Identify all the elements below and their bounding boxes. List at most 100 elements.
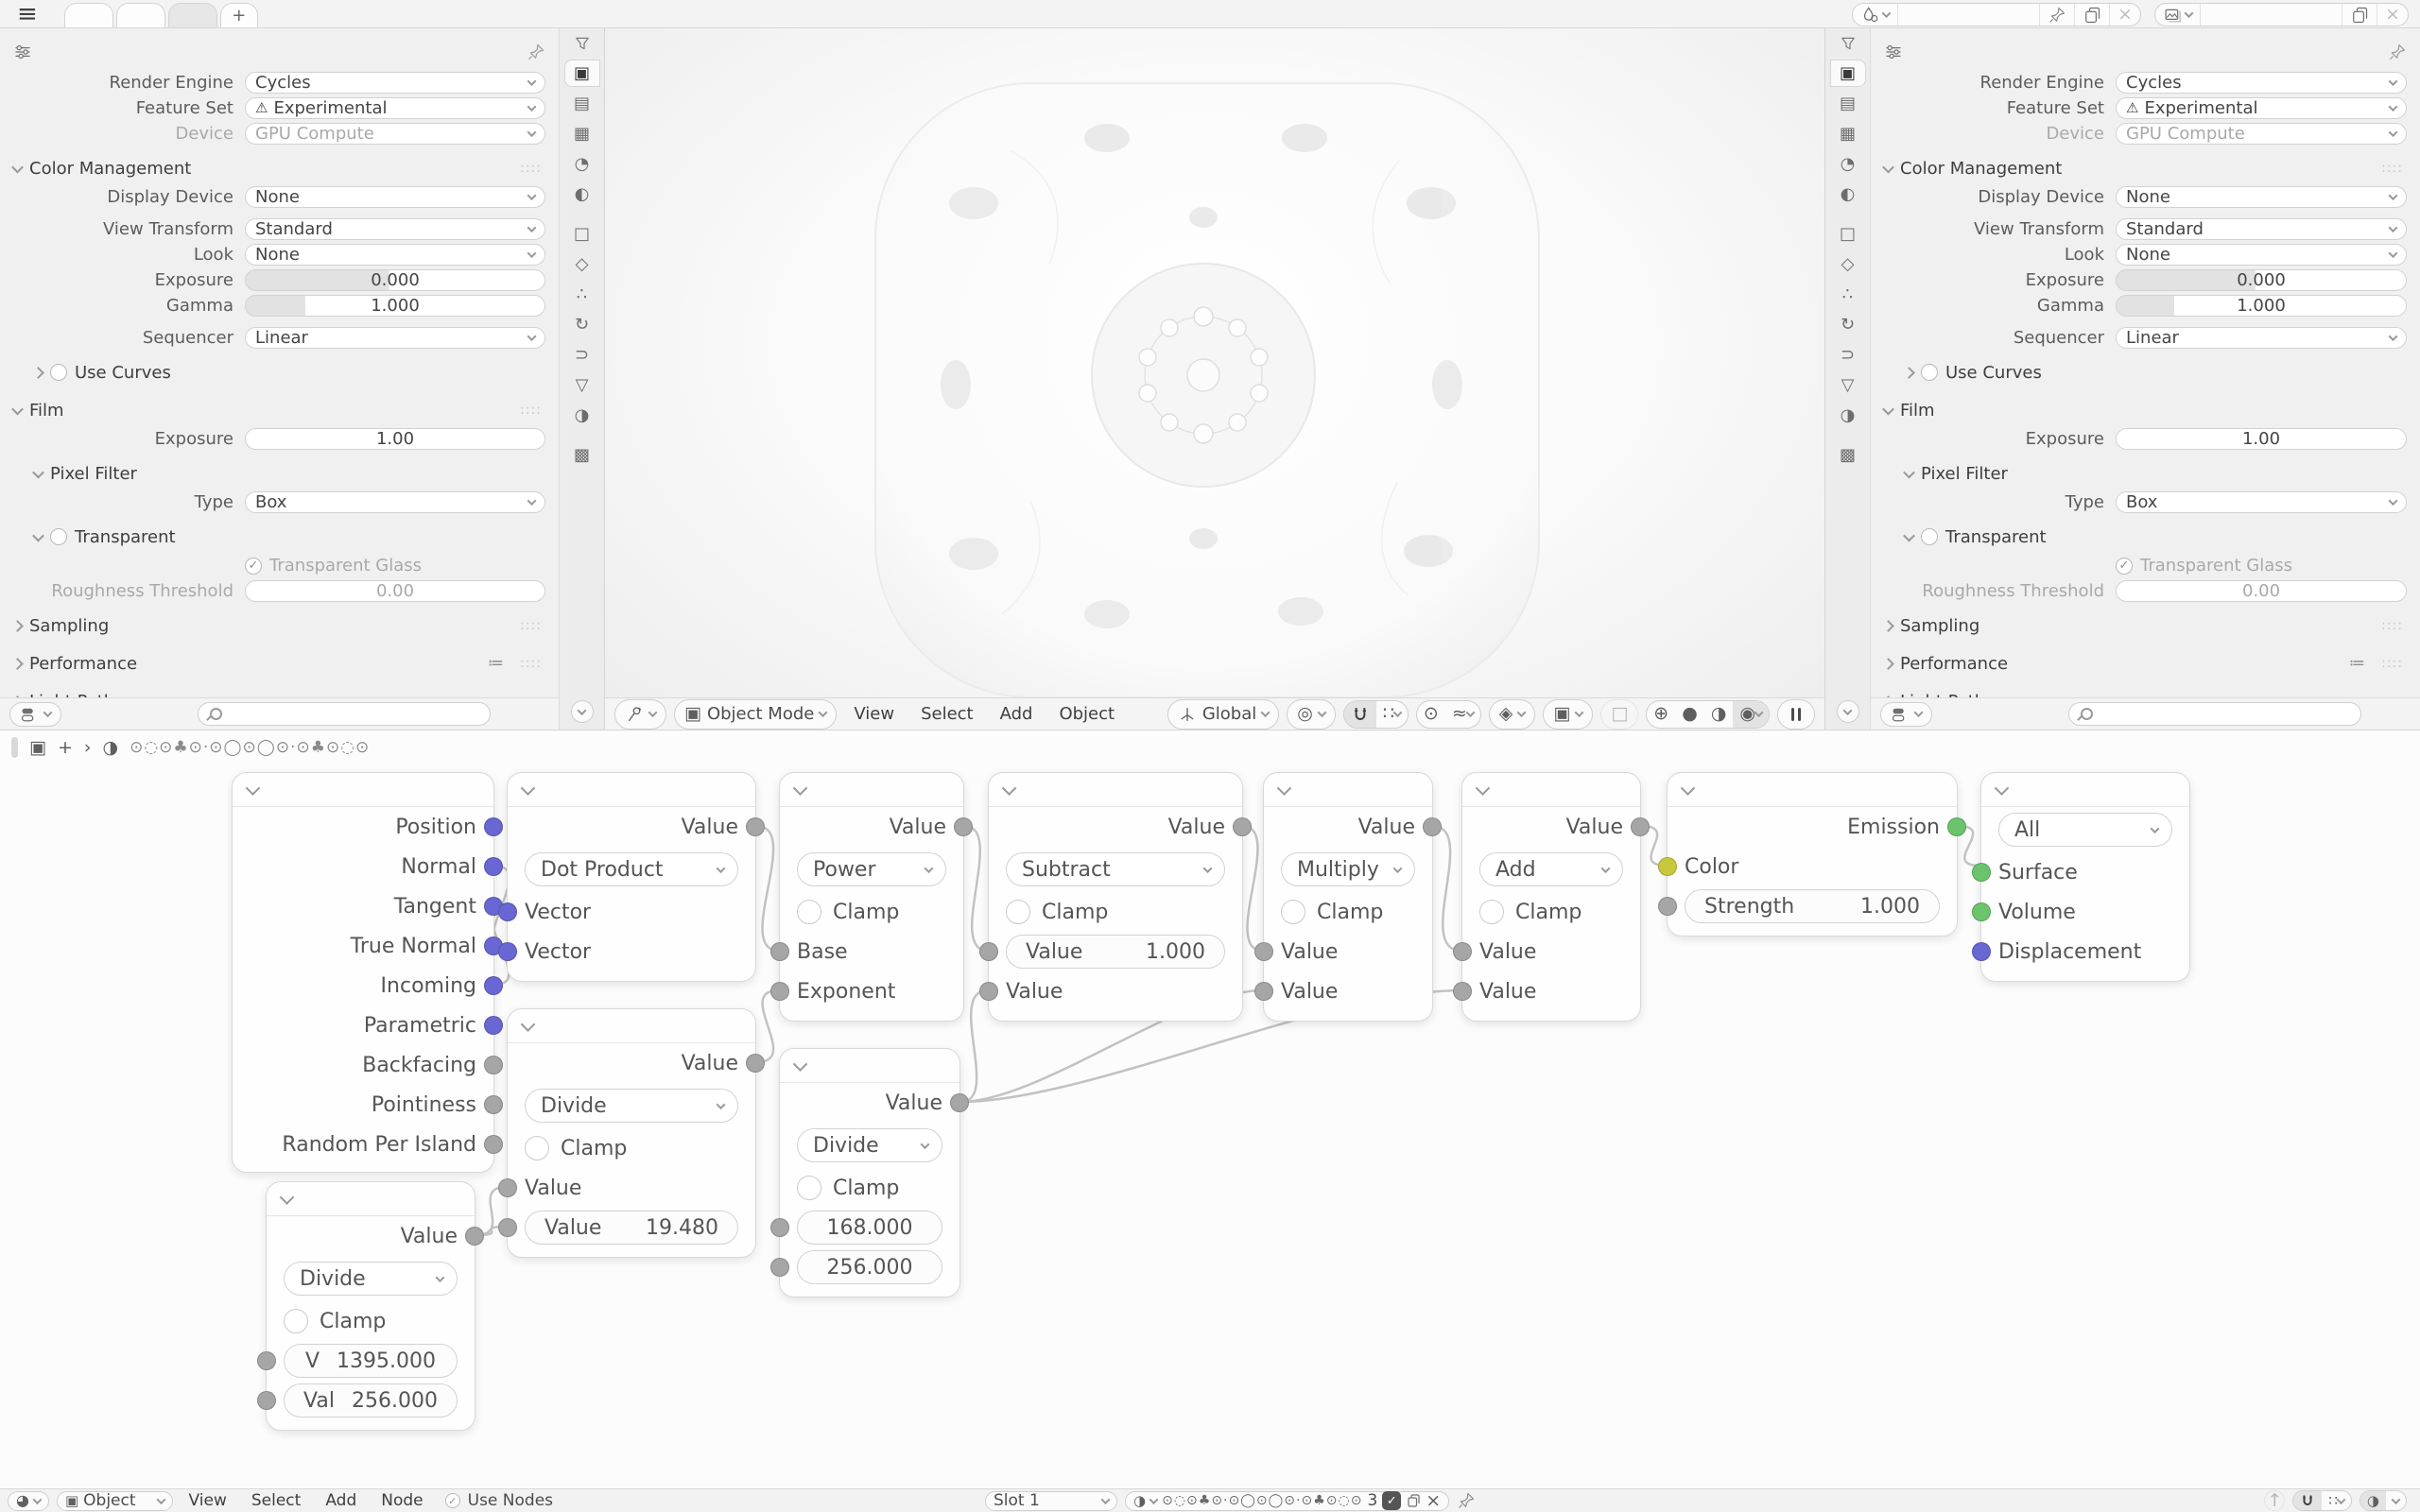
clamp-checkbox[interactable] <box>1479 900 1504 924</box>
snap-target-dropdown[interactable]: ∷ <box>2322 1491 2351 1510</box>
clamp-checkbox[interactable] <box>525 1136 549 1160</box>
editor-switch-button[interactable] <box>1880 701 1932 727</box>
props-tab-object[interactable]: □ <box>1839 224 1856 244</box>
input-socket-value-1[interactable] <box>770 1218 789 1237</box>
filter-icon[interactable] <box>573 34 592 53</box>
output-socket-value[interactable] <box>1233 817 1252 836</box>
menu-object[interactable]: Object <box>1059 704 1115 724</box>
view-transform-dropdown[interactable]: Standard <box>245 218 545 240</box>
use-curves-checkbox[interactable] <box>1921 364 1938 381</box>
transparent-checkbox[interactable] <box>1921 528 1938 545</box>
section-film[interactable]: Film :::: <box>11 394 545 426</box>
look-dropdown[interactable]: None <box>2116 244 2407 266</box>
browse-material-dropdown[interactable] <box>1149 1494 1159 1504</box>
node-math-divide-b[interactable]: Value Divide Clamp 168.000 256.000 <box>770 1048 969 1297</box>
viewport-editor-type-button[interactable] <box>614 698 666 730</box>
menu-view[interactable]: View <box>854 704 895 724</box>
input-socket-strength[interactable] <box>1658 897 1677 916</box>
corner-handle[interactable] <box>11 737 18 758</box>
panel-collapse-button[interactable] <box>570 700 594 723</box>
properties-editor-type-icon[interactable] <box>1884 43 1903 61</box>
shader-type-dropdown[interactable]: ▣ Object <box>56 1490 173 1511</box>
input-socket-value-1[interactable] <box>1254 942 1273 961</box>
props-tab-output[interactable]: ▤ <box>573 94 590 113</box>
section-transparent[interactable]: Transparent <box>13 521 545 553</box>
output-socket-value[interactable] <box>465 1227 484 1246</box>
device-dropdown[interactable]: GPU Compute <box>2116 123 2407 145</box>
editor-type-button[interactable]: ◕ <box>8 1490 49 1511</box>
input-socket-value-2[interactable] <box>979 982 998 1001</box>
output-socket-parametric[interactable] <box>484 1016 503 1035</box>
props-tab-render[interactable]: ▣ <box>563 60 600 87</box>
display-device-dropdown[interactable]: None <box>245 186 545 208</box>
props-tab-render[interactable]: ▣ <box>1829 60 1866 87</box>
operation-dropdown[interactable]: Divide <box>797 1128 942 1162</box>
node-collapse-button[interactable] <box>508 773 755 807</box>
render-engine-dropdown[interactable]: Cycles <box>245 72 545 94</box>
menu-add[interactable]: Add <box>999 704 1033 724</box>
node-collapse-button[interactable] <box>267 1182 475 1216</box>
snap-toggle[interactable] <box>1343 700 1376 728</box>
node-math-subtract[interactable]: Value Subtract Clamp Value 1.000 Value <box>979 772 1252 1022</box>
transparent-glass-checkbox[interactable]: ✓ <box>2116 557 2133 575</box>
workspace-tab-3-active[interactable] <box>167 3 217 27</box>
pin-icon[interactable] <box>527 43 545 61</box>
value-field[interactable]: V 1395.000 <box>284 1344 458 1378</box>
menu-add[interactable]: Add <box>325 1491 357 1510</box>
input-socket-value-2[interactable] <box>1254 982 1273 1001</box>
props-tab-modifiers[interactable]: ◇ <box>575 254 589 274</box>
section-performance[interactable]: Performance ≔ :::: <box>1882 647 2407 679</box>
clamp-checkbox[interactable] <box>1006 900 1030 924</box>
section-pixel-filter[interactable]: Pixel Filter <box>13 457 545 490</box>
section-performance[interactable]: Performance ≔ :::: <box>11 647 545 679</box>
operation-dropdown[interactable]: Power <box>797 852 946 886</box>
material-users-count[interactable]: 3 <box>1367 1491 1378 1510</box>
gamma-slider[interactable]: 1.000 <box>245 295 545 317</box>
props-tab-material[interactable]: ◑ <box>1840 405 1856 425</box>
node-collapse-button[interactable] <box>1981 773 2189 807</box>
section-color-management[interactable]: Color Management :::: <box>1882 152 2407 184</box>
value-field[interactable]: Val 256.000 <box>284 1383 458 1418</box>
snap-toggle[interactable] <box>2293 1491 2323 1510</box>
snap-target-dropdown[interactable]: ∷ <box>1376 701 1408 728</box>
value-field[interactable]: 256.000 <box>797 1250 942 1284</box>
clamp-checkbox[interactable] <box>284 1309 308 1333</box>
props-tab-physics[interactable]: ↻ <box>574 315 590 335</box>
fake-user-shield-icon[interactable]: ✓ <box>1382 1491 1402 1510</box>
add-workspace-button[interactable]: + <box>219 3 258 27</box>
section-sampling[interactable]: Sampling :::: <box>1882 610 2407 642</box>
operation-dropdown[interactable]: Divide <box>525 1089 738 1123</box>
pin-icon[interactable] <box>1457 1491 1476 1510</box>
input-socket-value-1[interactable] <box>498 1178 517 1197</box>
menu-view[interactable]: View <box>188 1491 227 1510</box>
props-tab-view-layer[interactable]: ▦ <box>1839 124 1856 144</box>
props-tab-object[interactable]: □ <box>573 224 590 244</box>
node-collapse-button[interactable] <box>1668 773 1957 807</box>
input-socket-value-2[interactable] <box>257 1391 276 1410</box>
props-tab-scene[interactable]: ◔ <box>1840 154 1856 174</box>
preset-list-icon[interactable]: ≔ <box>488 654 504 673</box>
proportional-falloff-dropdown[interactable]: ≈ <box>1445 701 1480 728</box>
clamp-checkbox[interactable] <box>1281 900 1305 924</box>
plus-icon[interactable]: + <box>57 736 73 758</box>
drag-dots-icon[interactable]: :::: <box>520 618 542 633</box>
scene-unlink-icon[interactable]: × <box>2118 4 2134 25</box>
props-tab-world[interactable]: ◐ <box>1840 184 1856 204</box>
render-engine-dropdown[interactable]: Cycles <box>2116 72 2407 94</box>
shading-material-button[interactable]: ◑ <box>1704 701 1734 728</box>
output-socket-value[interactable] <box>746 1054 765 1073</box>
preset-list-icon[interactable]: ≔ <box>2349 654 2365 673</box>
section-use-curves[interactable]: Use Curves <box>13 356 545 388</box>
strength-field[interactable]: Strength 1.000 <box>1685 889 1940 923</box>
use-curves-checkbox[interactable] <box>50 364 67 381</box>
roughness-threshold-field[interactable]: 0.00 <box>2116 580 2407 602</box>
output-socket-backfacing[interactable] <box>484 1056 503 1074</box>
section-color-management[interactable]: Color Management :::: <box>11 152 545 184</box>
props-tab-physics[interactable]: ↻ <box>1840 315 1856 335</box>
gizmo-dropdown[interactable]: ◈ <box>1488 698 1536 730</box>
output-socket-normal[interactable] <box>484 857 503 876</box>
gamma-slider[interactable]: 1.000 <box>2116 295 2407 317</box>
props-tab-view-layer[interactable]: ▦ <box>573 124 590 144</box>
operation-dropdown[interactable]: Add <box>1479 852 1623 886</box>
clamp-checkbox[interactable] <box>797 1176 821 1200</box>
